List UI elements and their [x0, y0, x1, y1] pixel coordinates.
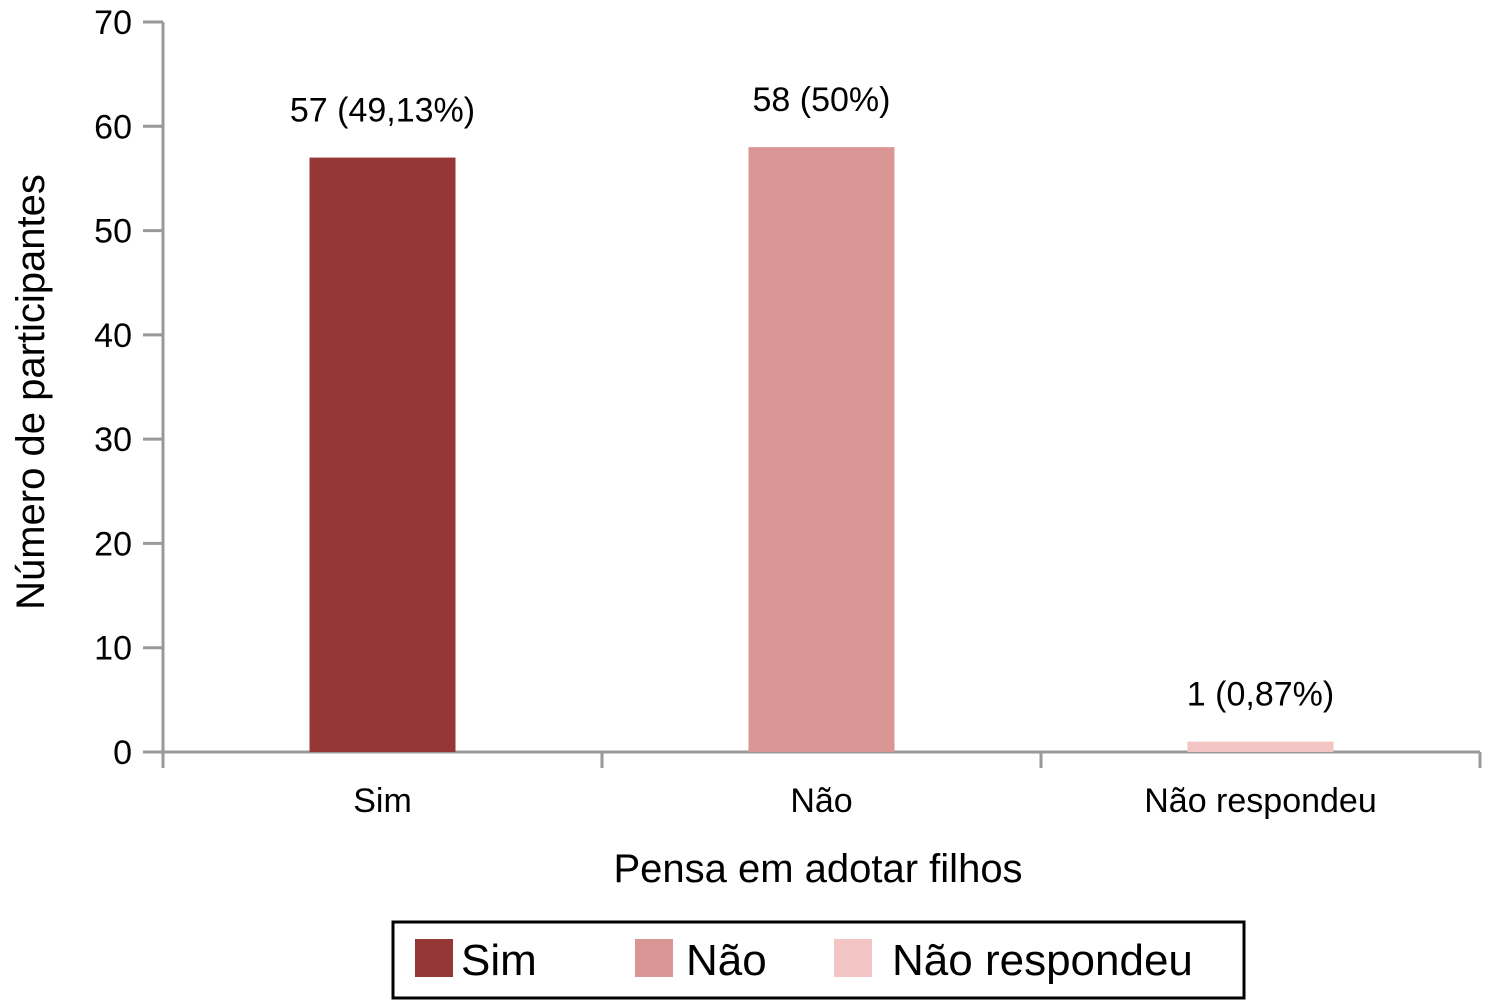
y-tick-label: 60	[94, 108, 132, 146]
y-tick-label: 70	[94, 4, 132, 42]
legend-label: Sim	[461, 936, 537, 985]
x-tick-label: Sim	[353, 782, 412, 820]
bar	[748, 147, 895, 753]
x-tick-labels: Sim Não Não respondeu	[353, 782, 1377, 820]
data-label: 57 (49,13%)	[290, 92, 475, 130]
y-tick-label: 50	[94, 213, 132, 251]
x-axis-title: Pensa em adotar filhos	[613, 847, 1022, 891]
data-labels: 57 (49,13%) 58 (50%) 1 (0,87%)	[290, 81, 1334, 713]
y-tick-label: 20	[94, 525, 132, 563]
y-tick-label: 10	[94, 630, 132, 668]
data-label: 58 (50%)	[753, 81, 891, 119]
legend: Sim Não Não respondeu	[391, 920, 1246, 1000]
legend-label: Não respondeu	[892, 936, 1193, 985]
legend-swatch	[415, 939, 453, 977]
y-tick-label: 40	[94, 317, 132, 355]
legend-box	[391, 920, 1246, 1000]
y-tick-labels: 0 10 20 30 40 50 60 70	[94, 4, 132, 772]
bars	[309, 147, 1334, 753]
y-tick-label: 30	[94, 421, 132, 459]
bar	[309, 157, 456, 753]
bar	[1187, 741, 1334, 752]
y-axis-title: Número de participantes	[9, 174, 53, 610]
legend-label: Não	[686, 936, 767, 985]
x-tick-label: Não	[790, 782, 852, 820]
data-label: 1 (0,87%)	[1187, 676, 1334, 714]
x-tick-label: Não respondeu	[1144, 782, 1377, 820]
legend-swatch	[834, 939, 872, 977]
legend-swatch	[635, 939, 673, 977]
x-axis	[161, 750, 1482, 768]
y-axis	[143, 20, 165, 754]
y-tick-label: 0	[113, 734, 132, 772]
